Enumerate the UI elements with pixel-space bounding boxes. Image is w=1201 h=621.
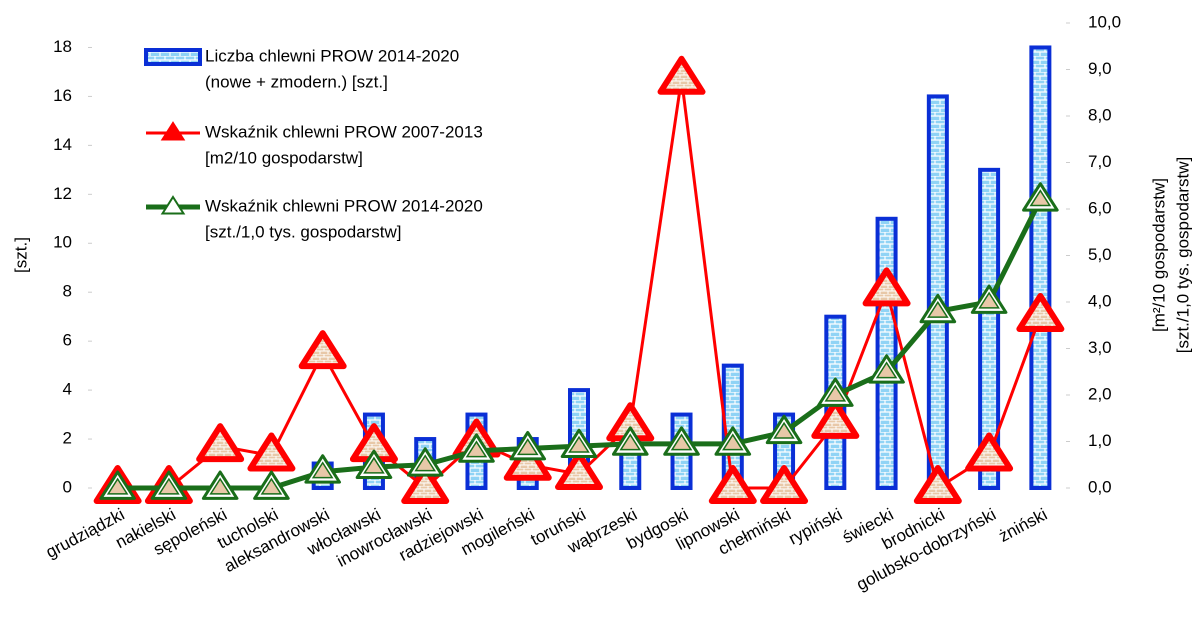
marker-inner: [363, 456, 385, 474]
marker: [760, 465, 809, 504]
y2-axis-label: [m²/10 gospodarstw]: [1149, 178, 1168, 332]
marker: [1016, 292, 1065, 332]
legend-label: [m2/10 gospodarstw]: [205, 148, 363, 167]
y2-tick-label: 6,0: [1088, 198, 1112, 217]
legend-marker: [160, 195, 186, 215]
marker-inner: [773, 421, 795, 439]
x-tick-label: rypiński: [785, 505, 845, 549]
y2-tick-label: 2,0: [1088, 384, 1112, 403]
marker-inner: [516, 438, 539, 456]
marker: [811, 399, 860, 439]
y-axis-label: [szt.]: [11, 237, 30, 273]
marker-inner: [158, 477, 180, 495]
y2-tick-label: 0,0: [1088, 477, 1112, 496]
y-tick-label: 2: [63, 429, 72, 448]
legend-label: (nowe + zmodern.) [szt.]: [205, 72, 388, 91]
marker-inner: [619, 433, 642, 451]
marker-inner: [568, 435, 590, 453]
x-tick-label: żniński: [996, 505, 1051, 546]
marker: [862, 267, 911, 307]
y-tick-label: 8: [63, 282, 72, 301]
marker: [196, 423, 245, 463]
y2-axis-label: [szt./1,0 tys. gospodarstw]: [1173, 157, 1192, 354]
marker-inner: [670, 433, 693, 451]
marker-inner: [927, 300, 949, 318]
y-tick-label: 6: [63, 331, 72, 350]
y2-tick-label: 5,0: [1088, 245, 1112, 264]
marker-inner: [260, 477, 283, 495]
y2-tick-label: 4,0: [1088, 291, 1112, 310]
y2-tick-label: 8,0: [1088, 105, 1112, 124]
marker-inner: [721, 433, 744, 451]
legend-label: Wskaźnik chlewni PROW 2014-2020: [205, 196, 483, 215]
bar: [1029, 45, 1052, 490]
marker: [708, 465, 757, 504]
marker: [555, 451, 603, 491]
marker-inner: [311, 461, 334, 479]
y-tick-label: 12: [53, 184, 72, 203]
marker: [298, 330, 347, 370]
bar: [978, 167, 1001, 490]
legend-label: Wskaźnik chlewni PROW 2007-2013: [205, 122, 483, 141]
marker-inner: [414, 454, 437, 472]
y-tick-label: 10: [53, 233, 72, 252]
y2-tick-label: 7,0: [1088, 152, 1112, 171]
marker-inner: [978, 291, 1000, 309]
marker: [401, 465, 450, 504]
bar: [875, 216, 898, 491]
marker: [503, 441, 552, 481]
y2-tick-label: 1,0: [1088, 431, 1112, 450]
marker-inner: [209, 477, 231, 495]
y2-tick-label: 10,0: [1088, 12, 1121, 31]
y-tick-label: 16: [53, 86, 72, 105]
marker: [247, 432, 296, 472]
y2-tick-label: 3,0: [1088, 338, 1112, 357]
marker-inner: [824, 384, 847, 402]
y-tick-label: 4: [63, 380, 72, 399]
y-tick-label: 18: [53, 37, 72, 56]
marker: [965, 432, 1014, 472]
marker-inner: [1029, 189, 1052, 207]
y-tick-label: 0: [63, 477, 72, 496]
marker-inner: [875, 361, 898, 379]
legend-swatch: [144, 48, 202, 66]
marker-inner: [465, 440, 488, 458]
legend-label: [szt./1,0 tys. gospodarstw]: [205, 222, 402, 241]
y2-tick-label: 9,0: [1088, 59, 1112, 78]
marker-inner: [106, 477, 129, 495]
legend-marker: [160, 121, 186, 141]
marker: [657, 55, 706, 95]
y-tick-label: 14: [53, 135, 72, 154]
marker: [913, 465, 962, 504]
legend-label: Liczba chlewni PROW 2014-2020: [205, 46, 459, 65]
bar: [926, 94, 949, 490]
